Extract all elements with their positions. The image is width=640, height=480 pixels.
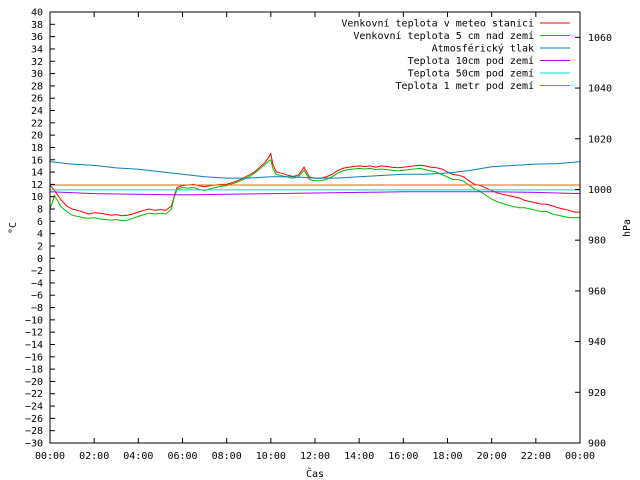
y2-tick-label: 960 (588, 286, 606, 297)
y2-tick-label: 1040 (588, 84, 612, 95)
right-axis: 900 920 940 960 980 1000 1020 1040 1060 (575, 33, 612, 450)
y-tick-label: −4 (31, 278, 43, 289)
y-tick-label: 28 (31, 81, 43, 92)
y2-tick-label: 920 (588, 388, 606, 399)
x-tick-label: 02:00 (79, 451, 109, 462)
y2-tick-label: 1020 (588, 134, 612, 145)
x-tick-label: 22:00 (521, 451, 551, 462)
y2-tick-label: 1060 (588, 33, 612, 44)
series-line (49, 152, 580, 217)
series-line (49, 159, 580, 222)
y-tick-label: −6 (31, 291, 43, 302)
y-tick-label: 22 (31, 118, 43, 129)
y-tick-label: −12 (25, 328, 43, 339)
y-tick-label: −18 (25, 365, 43, 376)
y-tick-label: 16 (31, 155, 43, 166)
y-tick-label: 38 (31, 20, 43, 31)
y-tick-label: 30 (31, 69, 43, 80)
y2-tick-label: 900 (588, 439, 606, 450)
y-tick-label: −14 (25, 340, 43, 351)
y-tick-label: 40 (31, 8, 43, 19)
y-tick-label: 8 (37, 205, 43, 216)
y-tick-label: 14 (31, 168, 43, 179)
y2-axis-label: hPa (622, 219, 633, 237)
y2-tick-label: 1000 (588, 185, 612, 196)
y2-tick-label: 940 (588, 337, 606, 348)
legend-label: Atmosférický tlak (432, 43, 534, 55)
y-tick-label: −10 (25, 315, 43, 326)
y-tick-label: −28 (25, 426, 43, 437)
y-tick-label: 2 (37, 241, 43, 252)
y-tick-label: −26 (25, 414, 43, 425)
y-tick-label: −20 (25, 377, 43, 388)
bottom-axis: 00:00 02:00 04:00 06:00 08:00 10:00 12:00 14:00… (35, 12, 595, 462)
x-tick-label: 00:00 (565, 451, 595, 462)
y-tick-label: 10 (31, 192, 43, 203)
legend-label: Venkovní teplota 5 cm nad zemí (353, 30, 534, 42)
x-tick-label: 06:00 (167, 451, 197, 462)
x-tick-label: 16:00 (388, 451, 418, 462)
y-tick-label: 32 (31, 57, 43, 68)
x-tick-label: 04:00 (123, 451, 153, 462)
series-line (49, 191, 581, 196)
series-layer (49, 152, 581, 222)
legend-label: Teplota 10cm pod zemí (408, 55, 534, 67)
y-axis-label: °C (8, 222, 19, 234)
x-tick-label: 12:00 (300, 451, 330, 462)
y2-tick-label: 980 (588, 236, 606, 247)
y-tick-label: 20 (31, 131, 43, 142)
y-tick-label: −24 (25, 402, 43, 413)
left-axis: −30−28−26−24−22−20−18−16−14−12−10−8−6−4−… (25, 8, 55, 450)
y-tick-label: −22 (25, 389, 43, 400)
x-tick-label: 20:00 (477, 451, 507, 462)
legend-label: Venkovní teplota v meteo stanici (341, 18, 534, 30)
y-tick-label: −2 (31, 266, 43, 277)
x-tick-label: 10:00 (256, 451, 286, 462)
y-tick-label: 18 (31, 143, 43, 154)
y-tick-label: −16 (25, 352, 43, 363)
x-tick-label: 00:00 (35, 451, 65, 462)
legend-label: Teplota 1 metr pod zemí (396, 80, 534, 92)
legend: Venkovní teplota v meteo staniciVenkovní… (341, 18, 570, 92)
y-tick-label: 34 (31, 44, 43, 55)
y-tick-label: −30 (25, 439, 43, 450)
y-tick-label: 4 (37, 229, 43, 240)
y-tick-label: 26 (31, 94, 43, 105)
y-tick-label: −8 (31, 303, 43, 314)
series-line (49, 161, 581, 179)
y-tick-label: 12 (31, 180, 43, 191)
y-tick-label: 24 (31, 106, 43, 117)
x-tick-label: 08:00 (212, 451, 242, 462)
y-tick-label: 36 (31, 32, 43, 43)
y-tick-label: 0 (37, 254, 43, 265)
x-tick-label: 14:00 (344, 451, 374, 462)
y-tick-label: 6 (37, 217, 43, 228)
x-axis-label: Čas (306, 467, 324, 480)
x-tick-label: 18:00 (432, 451, 462, 462)
legend-label: Teplota 50cm pod zemí (408, 68, 534, 80)
